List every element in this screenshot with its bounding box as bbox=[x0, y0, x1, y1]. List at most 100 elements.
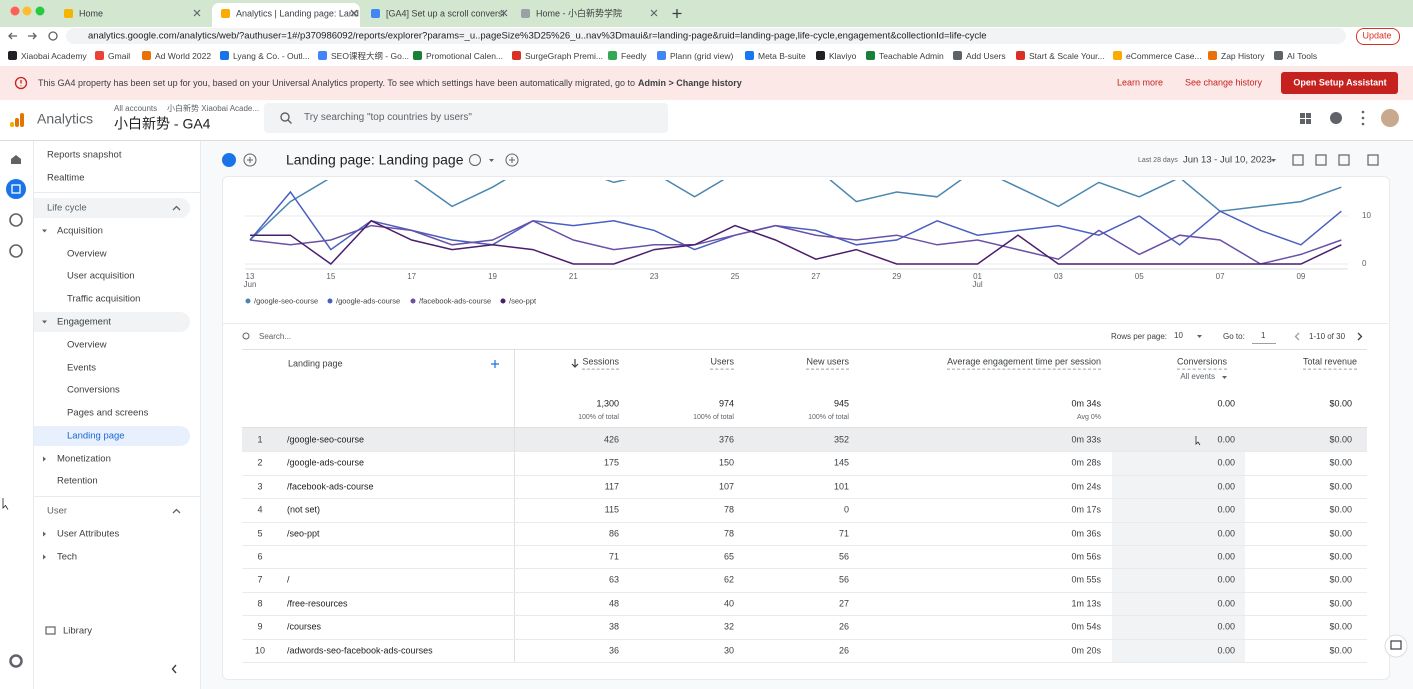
date-range[interactable]: Jun 13 - Jul 10, 2023 bbox=[1183, 154, 1272, 165]
nav-item[interactable]: Landing page bbox=[67, 430, 125, 441]
bookmark[interactable]: Meta B-suite bbox=[758, 51, 806, 61]
nav-item[interactable]: Traffic acquisition bbox=[67, 293, 140, 304]
nav-item[interactable]: Acquisition bbox=[57, 225, 103, 236]
row-landing-page[interactable]: /facebook-ads-course bbox=[287, 481, 374, 492]
pagination: 1-10 of 30 bbox=[1309, 332, 1345, 342]
row-value: $0.00 bbox=[1329, 622, 1352, 633]
nav-item[interactable]: Overview bbox=[67, 248, 107, 259]
bookmark[interactable]: SurgeGraph Premi... bbox=[525, 51, 603, 61]
row-landing-page[interactable]: /google-seo-course bbox=[287, 435, 364, 446]
x-tick-label: 29 bbox=[892, 272, 901, 282]
nav-item[interactable]: Conversions bbox=[67, 384, 120, 395]
nav-item[interactable]: Overview bbox=[67, 339, 107, 350]
nav-item[interactable]: Reports snapshot bbox=[47, 149, 121, 160]
see-change-history[interactable]: See change history bbox=[1185, 78, 1262, 89]
date-label: Last 28 days bbox=[1138, 157, 1178, 165]
row-value: 0m 24s bbox=[1071, 481, 1101, 492]
row-value: 38 bbox=[609, 622, 619, 633]
nav-item[interactable]: User acquisition bbox=[67, 270, 135, 281]
nav-item[interactable]: Tech bbox=[57, 551, 77, 562]
apps-icon bbox=[1306, 119, 1311, 124]
nav-library[interactable]: Library bbox=[63, 625, 92, 636]
nav-item[interactable]: Monetization bbox=[57, 453, 111, 464]
row-value: 145 bbox=[834, 458, 849, 469]
row-value: 0m 17s bbox=[1071, 505, 1101, 516]
row-value: $0.00 bbox=[1329, 481, 1352, 492]
column-header[interactable]: New users bbox=[806, 357, 849, 370]
row-value: 40 bbox=[724, 598, 734, 609]
bookmark[interactable]: Teachable Admin bbox=[879, 51, 944, 61]
bookmark[interactable]: Plann (grid view) bbox=[670, 51, 733, 61]
conversions-filter[interactable]: All events bbox=[1180, 372, 1215, 382]
row-landing-page[interactable]: /courses bbox=[287, 622, 321, 633]
row-value: 56 bbox=[839, 552, 849, 563]
nav-item[interactable]: Retention bbox=[57, 475, 98, 486]
column-header[interactable]: Conversions bbox=[1177, 357, 1227, 370]
table-search[interactable]: Search... bbox=[259, 332, 291, 342]
bookmark[interactable]: Xiaobai Academy bbox=[21, 51, 87, 61]
nav-item[interactable]: Realtime bbox=[47, 172, 85, 183]
tab-title: Home - 小白新势学院 bbox=[536, 9, 622, 20]
banner-link[interactable]: Admin > Change history bbox=[638, 78, 742, 88]
column-header[interactable]: Average engagement time per session bbox=[947, 357, 1101, 370]
nav-item[interactable]: Life cycle bbox=[47, 202, 87, 213]
row-value: 150 bbox=[719, 458, 734, 469]
row-index: 5 bbox=[257, 528, 262, 539]
column-header[interactable]: Sessions bbox=[582, 357, 619, 370]
bookmark[interactable]: AI Tools bbox=[1287, 51, 1317, 61]
bookmark-icon bbox=[95, 51, 104, 60]
row-value: 63 bbox=[609, 575, 619, 586]
browser-tab[interactable] bbox=[55, 3, 203, 27]
property-name[interactable]: 小白新势 - GA4 bbox=[114, 116, 210, 133]
rows-per-page[interactable]: 10 bbox=[1174, 331, 1183, 341]
column-header[interactable]: Total revenue bbox=[1303, 357, 1357, 370]
date-caret bbox=[1271, 159, 1276, 162]
x-tick-label: 23 bbox=[650, 272, 659, 282]
nav-item[interactable]: Engagement bbox=[57, 316, 111, 327]
row-landing-page[interactable]: /seo-ppt bbox=[287, 528, 320, 539]
rows-per-page-label: Rows per page: bbox=[1111, 332, 1167, 342]
row-landing-page[interactable]: / bbox=[287, 575, 290, 586]
x-tick-label: 27 bbox=[811, 272, 820, 282]
bookmark[interactable]: Feedly bbox=[621, 51, 647, 61]
bookmark[interactable]: Start & Scale Your... bbox=[1029, 51, 1105, 61]
row-landing-page[interactable]: /google-ads-course bbox=[287, 458, 364, 469]
bookmark[interactable]: Ad World 2022 bbox=[155, 51, 211, 61]
breadcrumb-root: All accounts bbox=[114, 104, 157, 114]
bookmark[interactable]: Lyang & Co. - Outl... bbox=[233, 51, 310, 61]
nav-item[interactable]: User bbox=[47, 505, 67, 516]
row-border bbox=[242, 451, 1367, 452]
bookmark[interactable]: eCommerce Case... bbox=[1126, 51, 1202, 61]
bookmark-icon bbox=[953, 51, 962, 60]
apps-icon bbox=[1300, 119, 1305, 124]
bookmark-icon bbox=[8, 51, 17, 60]
bookmark[interactable]: Gmail bbox=[108, 51, 130, 61]
column-header[interactable]: Users bbox=[710, 357, 734, 370]
logo-bar bbox=[20, 113, 24, 127]
bookmark-icon bbox=[413, 51, 422, 60]
row-landing-page[interactable]: (not set) bbox=[287, 505, 320, 516]
icon-rail bbox=[0, 141, 34, 689]
bookmark[interactable]: SEO课程大纲 - Go... bbox=[331, 51, 409, 61]
row-landing-page[interactable]: /adwords-seo-facebook-ads-courses bbox=[287, 645, 433, 656]
search-placeholder: Try searching "top countries by users" bbox=[304, 112, 472, 124]
nav-item[interactable]: Pages and screens bbox=[67, 407, 148, 418]
bookmark[interactable]: Add Users bbox=[966, 51, 1006, 61]
nav-item[interactable]: User Attributes bbox=[57, 528, 119, 539]
row-value: 0m 36s bbox=[1071, 528, 1101, 539]
row-value: 0.00 bbox=[1217, 458, 1235, 469]
bookmark[interactable]: Zap History bbox=[1221, 51, 1264, 61]
setup-label: Open Setup Assistant bbox=[1293, 78, 1386, 89]
bookmark[interactable]: Klaviyo bbox=[829, 51, 856, 61]
row-value: 0.00 bbox=[1217, 528, 1235, 539]
bookmark[interactable]: Promotional Calen... bbox=[426, 51, 503, 61]
row-value: 27 bbox=[839, 598, 849, 609]
row-landing-page[interactable]: /free-resources bbox=[287, 598, 348, 609]
go-to[interactable]: 1 bbox=[1261, 331, 1265, 341]
row-border bbox=[242, 475, 1367, 476]
row-index: 7 bbox=[257, 575, 262, 586]
nav-item[interactable]: Events bbox=[67, 362, 96, 373]
row-value: $0.00 bbox=[1329, 528, 1352, 539]
learn-more[interactable]: Learn more bbox=[1117, 78, 1163, 89]
row-value: 26 bbox=[839, 622, 849, 633]
